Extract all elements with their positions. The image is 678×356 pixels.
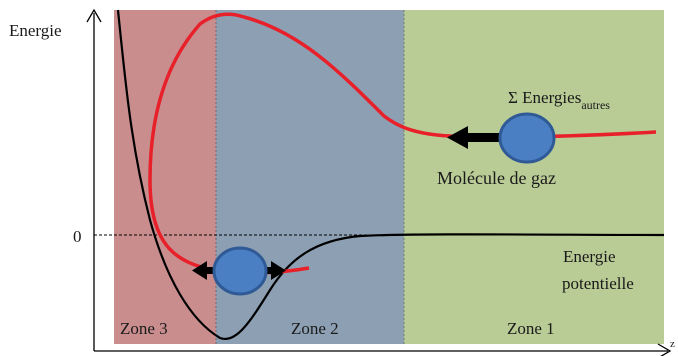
molecule-circle-icon xyxy=(212,246,268,296)
sum-energies-main: Σ Energies xyxy=(508,88,581,107)
zone-2-label: Zone 2 xyxy=(291,319,339,338)
left-arrow-shaft xyxy=(466,133,502,142)
gas-molecule-zone-1 xyxy=(447,112,556,164)
potential-energy-curve xyxy=(116,9,665,341)
zone-1-label: Zone 1 xyxy=(507,319,555,338)
left-arrow-icon xyxy=(447,126,468,149)
zone-3-label: Zone 3 xyxy=(120,319,168,338)
y-axis-label: Energie xyxy=(9,21,62,40)
right-arrow-icon xyxy=(271,261,286,280)
potential-energy-label-line1: Energie xyxy=(563,247,616,266)
zone-3-region xyxy=(114,10,216,344)
zero-tick-label: 0 xyxy=(73,227,82,246)
x-axis-label: z xyxy=(670,338,675,350)
axes xyxy=(86,8,672,356)
y-axis-arrowhead xyxy=(86,8,102,23)
molecule-circle-icon xyxy=(498,112,556,164)
left-arrow-icon xyxy=(192,261,207,280)
x-axis-arrowhead xyxy=(657,343,672,356)
potential-energy-label-line2: potentielle xyxy=(562,274,634,293)
sum-energies-label: Σ Energiesautres xyxy=(508,88,610,112)
zone-1-region xyxy=(404,10,664,344)
molecule-label: Molécule de gaz xyxy=(437,168,556,188)
left-arrow-shaft xyxy=(205,267,219,274)
right-arrow-shaft xyxy=(262,267,274,274)
bound-molecule xyxy=(192,246,286,296)
sum-energies-subscript: autres xyxy=(581,98,610,112)
